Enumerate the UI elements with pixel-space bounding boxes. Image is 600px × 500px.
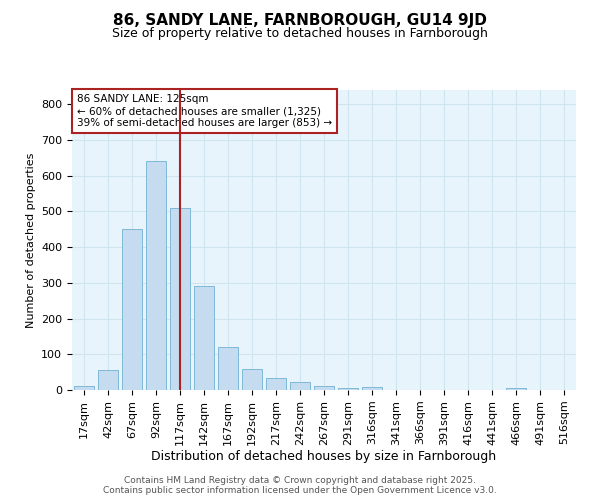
X-axis label: Distribution of detached houses by size in Farnborough: Distribution of detached houses by size … [151,450,497,464]
Bar [170,208,190,390]
Bar [122,230,142,390]
Text: Contains HM Land Registry data © Crown copyright and database right 2025.
Contai: Contains HM Land Registry data © Crown c… [103,476,497,495]
Bar [362,387,382,390]
Bar [506,388,526,390]
Bar [194,286,214,390]
Bar [290,382,310,390]
Text: 86 SANDY LANE: 125sqm
← 60% of detached houses are smaller (1,325)
39% of semi-d: 86 SANDY LANE: 125sqm ← 60% of detached … [77,94,332,128]
Bar [338,388,358,390]
Bar [74,386,94,390]
Bar [98,370,118,390]
Text: 86, SANDY LANE, FARNBOROUGH, GU14 9JD: 86, SANDY LANE, FARNBOROUGH, GU14 9JD [113,12,487,28]
Bar [266,378,286,390]
Bar [314,386,334,390]
Y-axis label: Number of detached properties: Number of detached properties [26,152,35,328]
Text: Size of property relative to detached houses in Farnborough: Size of property relative to detached ho… [112,28,488,40]
Bar [146,162,166,390]
Bar [218,347,238,390]
Bar [242,368,262,390]
